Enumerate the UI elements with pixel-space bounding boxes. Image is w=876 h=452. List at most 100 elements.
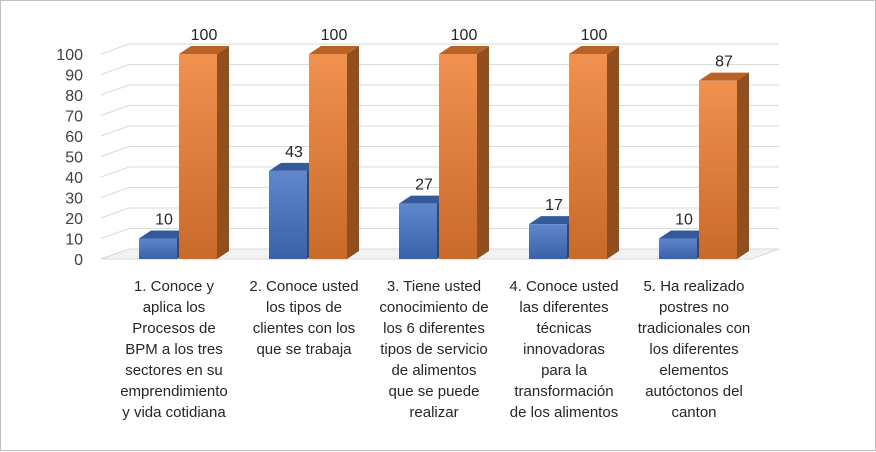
- bar-front: [699, 80, 737, 260]
- y-tick-label: 80: [65, 88, 83, 105]
- bar-top: [439, 46, 489, 54]
- category-label-line: de los alimentos: [510, 404, 618, 421]
- bar-front: [659, 238, 697, 259]
- category-label-line: las diferentes: [519, 299, 608, 316]
- bar-side: [217, 46, 229, 259]
- category-label-line: clientes con los: [253, 320, 356, 337]
- gridline-side: [100, 187, 130, 198]
- y-tick-label: 40: [65, 170, 83, 187]
- bar-front: [179, 54, 217, 259]
- bar-orange: [309, 46, 359, 259]
- bar-side: [477, 46, 489, 259]
- category-label-line: y vida cotidiana: [122, 404, 226, 421]
- y-tick-label: 20: [65, 211, 83, 228]
- category-label-line: 4. Conoce usted: [509, 278, 618, 295]
- y-tick-label: 70: [65, 109, 83, 126]
- bar-orange: [699, 72, 749, 260]
- category-label: 1. Conoce y aplica los Procesos de BPM a lo…: [120, 278, 228, 421]
- y-tick-label: 60: [65, 129, 83, 146]
- bar-front: [529, 224, 567, 259]
- y-tick-label: 90: [65, 68, 83, 85]
- bar-front: [569, 54, 607, 259]
- gridline-side: [100, 84, 130, 96]
- data-label: 10: [675, 212, 693, 229]
- data-label: 100: [451, 27, 478, 44]
- category-label-line: conocimiento de: [379, 299, 488, 316]
- category-label-line: aplica los: [143, 299, 206, 316]
- category-label-line: tipos de servicio: [380, 341, 488, 358]
- bar-front: [309, 54, 347, 259]
- bar-front: [269, 170, 307, 259]
- category-label-line: sectores en su: [125, 362, 223, 379]
- gridline-side: [100, 105, 130, 116]
- category-label-line: que se trabaja: [256, 341, 352, 358]
- y-tick-label: 30: [65, 191, 83, 208]
- data-label: 87: [715, 54, 733, 71]
- gridline-side: [100, 125, 130, 137]
- data-label: 100: [321, 27, 348, 44]
- category-label-line: realizar: [409, 404, 458, 421]
- category-label-line: innovadoras: [523, 341, 605, 358]
- gridline-side: [100, 228, 130, 239]
- bar-orange: [179, 46, 229, 259]
- bar-top: [179, 46, 229, 54]
- category-label-line: de alimentos: [391, 362, 476, 379]
- category-label-line: elementos: [659, 362, 728, 379]
- category-label-line: emprendimiento: [120, 383, 228, 400]
- bar-top: [659, 230, 709, 239]
- category-label-line: tradicionales con: [638, 320, 751, 337]
- category-label-line: BPM a los tres: [125, 341, 223, 358]
- category-label-line: los diferentes: [649, 341, 738, 358]
- category-label: 2. Conoce usted los tipos de clientes con …: [249, 278, 358, 358]
- bar-top: [529, 216, 579, 225]
- category-labels: 1. Conoce y aplica los Procesos de BPM a lo…: [120, 278, 750, 421]
- bar-side: [347, 46, 359, 259]
- bar-side: [737, 72, 749, 260]
- bar-front: [399, 203, 437, 259]
- category-label-line: canton: [671, 404, 716, 421]
- data-label: 43: [285, 144, 303, 161]
- bar-side: [607, 46, 619, 259]
- y-tick-label: 10: [65, 232, 83, 249]
- bar-top: [309, 46, 359, 54]
- bar-front: [139, 238, 177, 259]
- data-label: 100: [191, 27, 218, 44]
- data-labels: 10 100 43 100 27 100 17 100 10 87: [155, 27, 733, 229]
- bar-orange: [569, 46, 619, 259]
- category-label-line: Procesos de: [132, 320, 215, 337]
- bar-top: [699, 72, 749, 81]
- bar-orange: [439, 46, 489, 259]
- bar-top: [569, 46, 619, 54]
- category-label-line: 3. Tiene usted: [387, 278, 481, 295]
- y-tick-label: 100: [56, 47, 83, 64]
- category-label-line: técnicas: [536, 320, 591, 337]
- category-label: 3. Tiene usted conocimiento de los 6 difer…: [379, 278, 488, 421]
- data-label: 100: [581, 27, 608, 44]
- category-label: 4. Conoce usted las diferentes técnicas inn…: [509, 278, 618, 421]
- category-label: 5. Ha realizado postres no tradicionales c…: [638, 278, 751, 421]
- category-label-line: que se puede: [389, 383, 480, 400]
- category-label-line: para la: [541, 362, 588, 379]
- category-label-line: 2. Conoce usted: [249, 278, 358, 295]
- y-tick-label: 50: [65, 150, 83, 167]
- category-label-line: 1. Conoce y: [134, 278, 215, 295]
- gridline-side: [100, 64, 130, 75]
- category-label-line: postres no: [659, 299, 729, 316]
- gridline-side: [100, 43, 130, 55]
- bar-top: [139, 230, 189, 239]
- y-tick-label: 0: [74, 252, 83, 269]
- data-label: 10: [155, 212, 173, 229]
- gridline-side: [100, 146, 130, 157]
- category-label-line: los 6 diferentes: [383, 320, 485, 337]
- bar-top: [269, 162, 319, 171]
- gridline-side: [100, 166, 130, 178]
- category-label-line: 5. Ha realizado: [644, 278, 745, 295]
- bar-top: [399, 195, 449, 204]
- data-label: 17: [545, 197, 563, 214]
- y-axis-tick-labels: 0 10 20 30 40 50 60 70 80 90 100: [56, 47, 83, 269]
- bars: [139, 46, 749, 260]
- data-label: 27: [415, 177, 433, 194]
- category-label-line: los tipos de: [266, 299, 342, 316]
